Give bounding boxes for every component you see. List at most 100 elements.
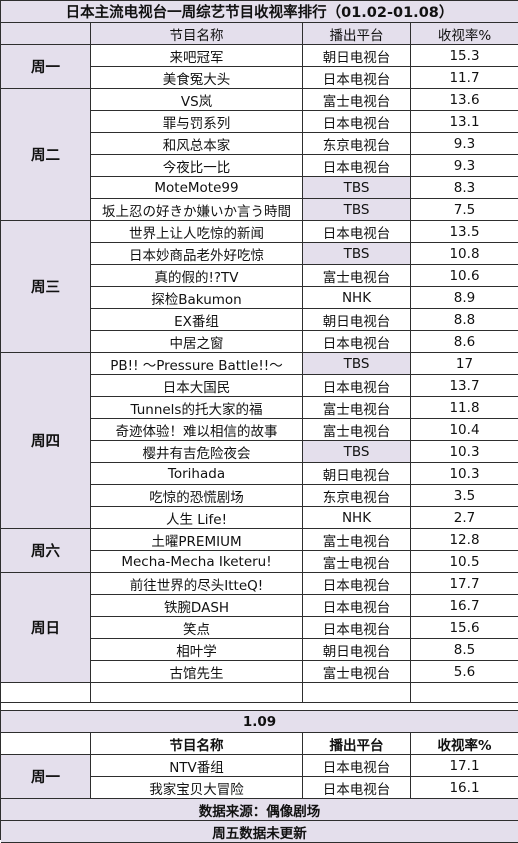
rating: 8.3	[411, 177, 518, 199]
platform: 日本电视台	[303, 617, 411, 639]
header-rating: 收视率%	[411, 733, 518, 755]
program-name: MoteMote99	[91, 177, 303, 199]
empty-cell	[411, 683, 518, 703]
rating: 11.7	[411, 67, 518, 89]
platform: 朝日电视台	[303, 45, 411, 67]
empty-cell	[91, 683, 303, 703]
platform: 日本电视台	[303, 221, 411, 243]
header-platform: 播出平台	[303, 733, 411, 755]
program-name: VS岚	[91, 89, 303, 111]
platform: 富士电视台	[303, 529, 411, 551]
program-name: 和风总本家	[91, 133, 303, 155]
program-name: EX番组	[91, 309, 303, 331]
rating: 10.4	[411, 419, 518, 441]
rating: 10.8	[411, 243, 518, 265]
rating: 17	[411, 353, 518, 375]
platform: 日本电视台	[303, 67, 411, 89]
platform: 富士电视台	[303, 551, 411, 573]
platform: 富士电视台	[303, 661, 411, 683]
rating: 3.5	[411, 485, 518, 507]
rating: 16.1	[411, 777, 518, 799]
platform: NHK	[303, 287, 411, 309]
platform: 日本电视台	[303, 755, 411, 777]
platform: 东京电视台	[303, 133, 411, 155]
platform: TBS	[303, 199, 411, 221]
platform: 富士电视台	[303, 397, 411, 419]
rating: 10.3	[411, 441, 518, 463]
program-name: PB!! ～Pressure Battle!!～	[91, 353, 303, 375]
platform: 富士电视台	[303, 89, 411, 111]
program-name: 罪与罚系列	[91, 111, 303, 133]
program-name: 前往世界的尽头ItteQ!	[91, 573, 303, 595]
day-label: 周四	[1, 353, 91, 529]
program-name: 真的假的!?TV	[91, 265, 303, 287]
rating: 9.3	[411, 155, 518, 177]
platform: 富士电视台	[303, 419, 411, 441]
platform: 东京电视台	[303, 485, 411, 507]
program-name: 古馆先生	[91, 661, 303, 683]
source-note: 数据来源：偶像剧场	[1, 799, 518, 821]
program-name: Tunnels的托大家的福	[91, 397, 303, 419]
platform: TBS	[303, 353, 411, 375]
rating: 9.3	[411, 133, 518, 155]
platform: 日本电视台	[303, 573, 411, 595]
rating: 13.7	[411, 375, 518, 397]
empty-cell	[303, 683, 411, 703]
program-name: 铁腕DASH	[91, 595, 303, 617]
program-name: 美食冤大头	[91, 67, 303, 89]
rating: 13.5	[411, 221, 518, 243]
day-label: 周二	[1, 89, 91, 221]
platform: 日本电视台	[303, 375, 411, 397]
header-corner	[1, 733, 91, 755]
platform: 日本电视台	[303, 111, 411, 133]
platform: 富士电视台	[303, 265, 411, 287]
rating: 7.5	[411, 199, 518, 221]
header-platform: 播出平台	[303, 23, 411, 45]
header-program: 节目名称	[91, 733, 303, 755]
platform: TBS	[303, 177, 411, 199]
rating: 8.5	[411, 639, 518, 661]
program-name: 探检Bakumon	[91, 287, 303, 309]
program-name: 来吧冠军	[91, 45, 303, 67]
platform: TBS	[303, 441, 411, 463]
table-title: 日本主流电视台一周综艺节目收视率排行（01.02-01.08）	[1, 1, 518, 23]
program-name: 中居之窗	[91, 331, 303, 353]
rating: 13.1	[411, 111, 518, 133]
platform: 朝日电视台	[303, 463, 411, 485]
program-name: 土曜PREMIUM	[91, 529, 303, 551]
rating: 15.6	[411, 617, 518, 639]
rating: 10.6	[411, 265, 518, 287]
platform: 日本电视台	[303, 331, 411, 353]
program-name: 坂上忍の好きか嫌いか言う時間	[91, 199, 303, 221]
program-name: 今夜比一比	[91, 155, 303, 177]
program-name: 我家宝贝大冒险	[91, 777, 303, 799]
program-name: 日本妙商品老外好吃惊	[91, 243, 303, 265]
rating: 16.7	[411, 595, 518, 617]
program-name: 笑点	[91, 617, 303, 639]
program-name: 奇迹体验！难以相信的故事	[91, 419, 303, 441]
header-corner	[1, 23, 91, 45]
platform: 朝日电视台	[303, 309, 411, 331]
platform: 日本电视台	[303, 155, 411, 177]
rating: 5.6	[411, 661, 518, 683]
day-label: 周一	[1, 755, 91, 799]
program-name: 吃惊的恐慌剧场	[91, 485, 303, 507]
program-name: Mecha-Mecha Iketeru!	[91, 551, 303, 573]
platform: NHK	[303, 507, 411, 529]
empty-cell	[1, 683, 91, 703]
rating: 10.3	[411, 463, 518, 485]
day-label: 周一	[1, 45, 91, 89]
program-name: 相叶学	[91, 639, 303, 661]
rating: 17.7	[411, 573, 518, 595]
program-name: 樱井有吉危险夜会	[91, 441, 303, 463]
platform: 朝日电视台	[303, 639, 411, 661]
header-program: 节目名称	[91, 23, 303, 45]
rating: 13.6	[411, 89, 518, 111]
day-label: 周日	[1, 573, 91, 683]
header-rating: 收视率%	[411, 23, 518, 45]
day-label: 周六	[1, 529, 91, 573]
program-name: NTV番组	[91, 755, 303, 777]
rating: 8.6	[411, 331, 518, 353]
program-name: Torihada	[91, 463, 303, 485]
